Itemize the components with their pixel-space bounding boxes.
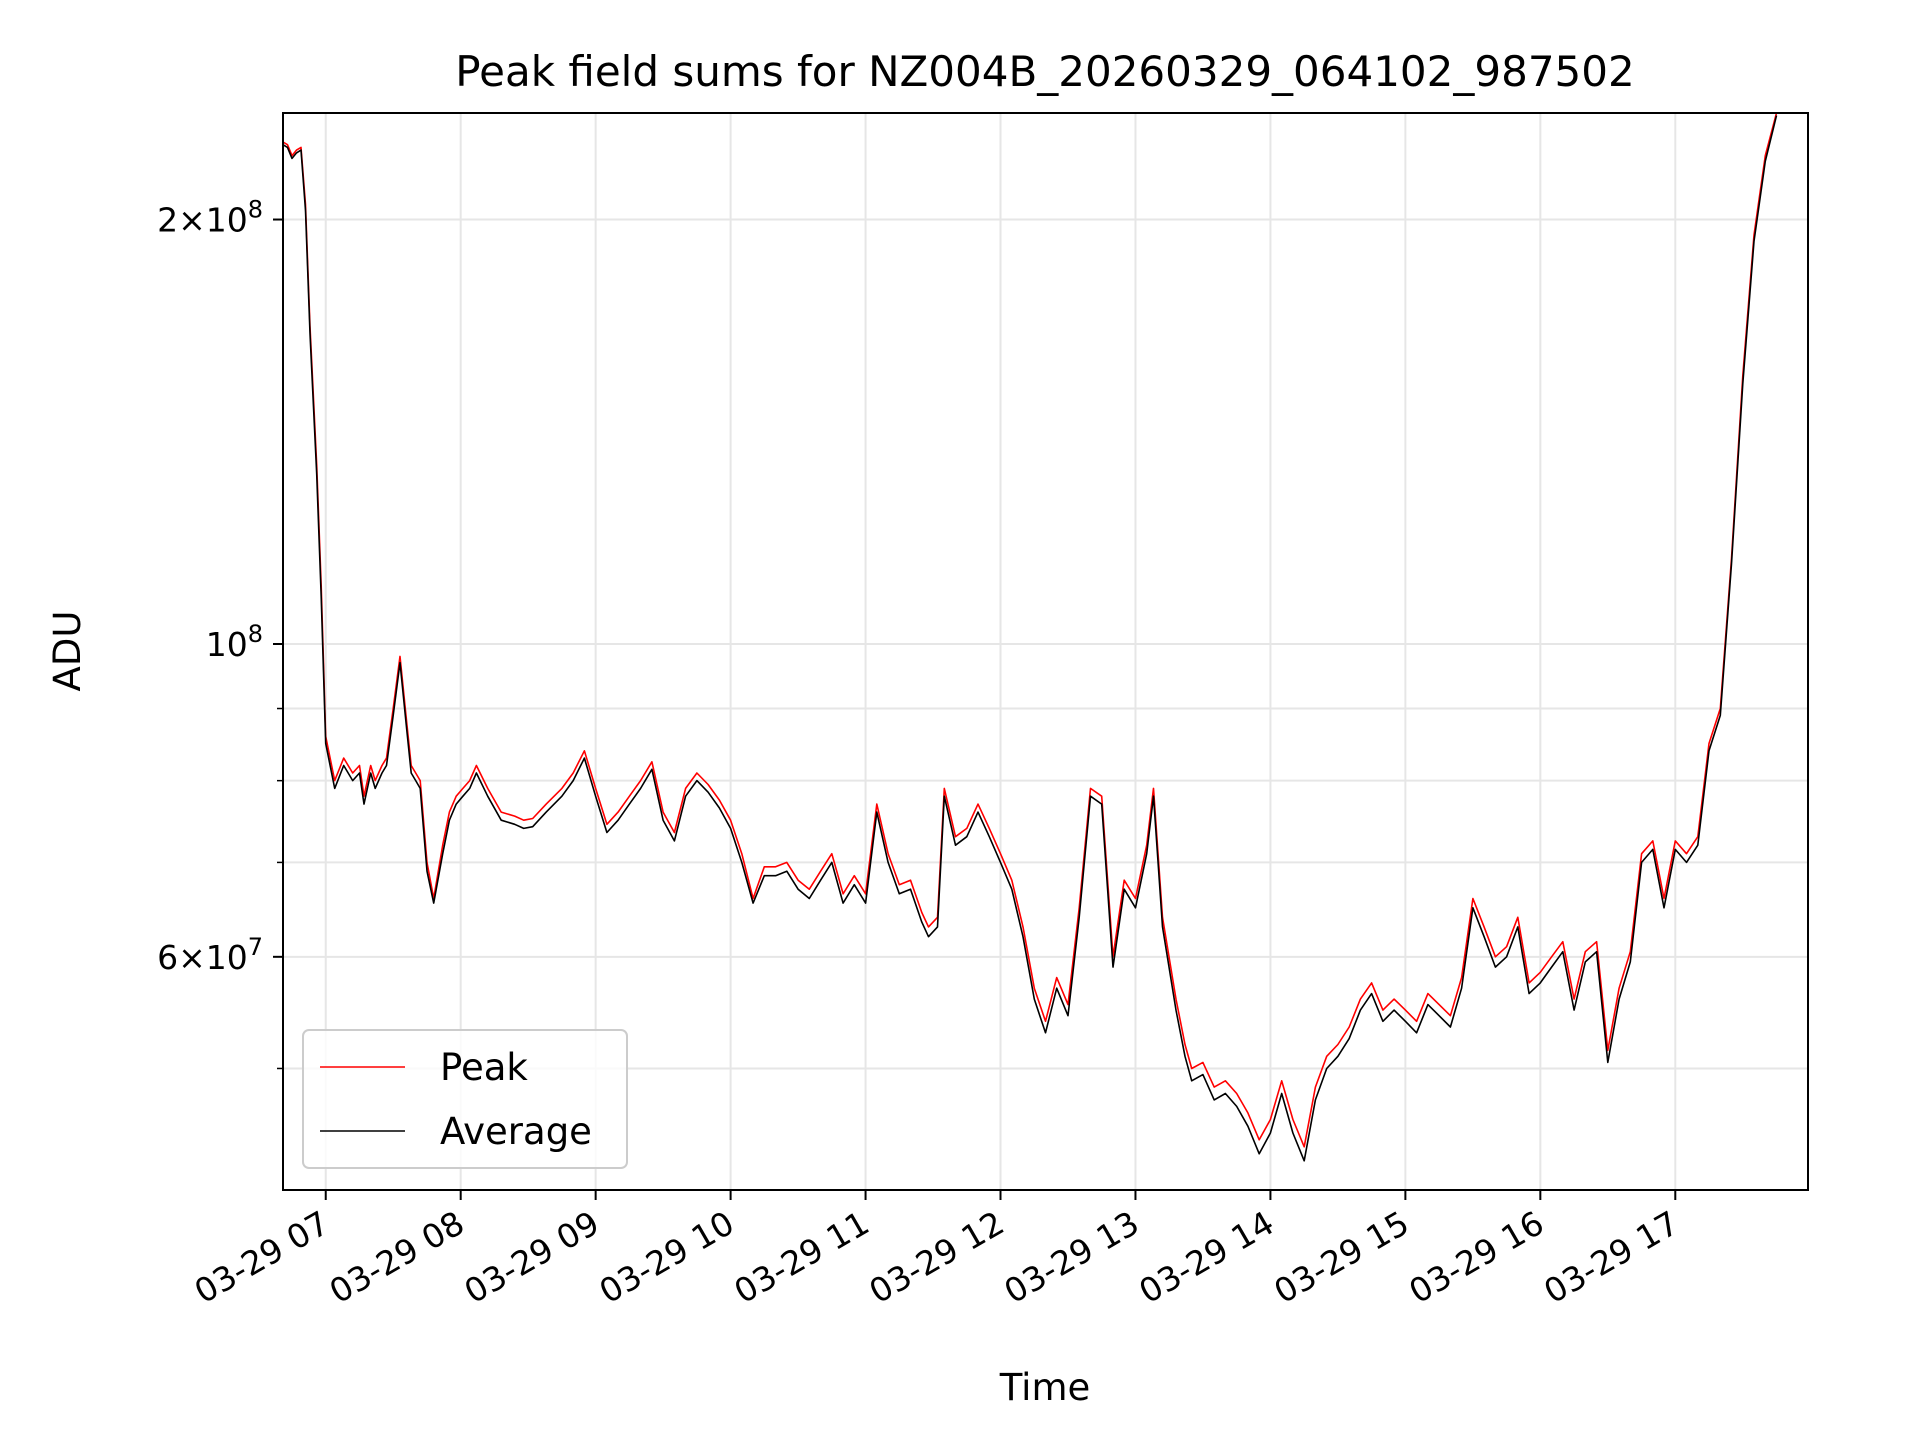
y-tick-label: 2×108 <box>157 196 263 240</box>
ticks <box>273 218 1677 1200</box>
y-tick-label: 6×107 <box>157 933 263 977</box>
chart-title: Peak field sums for NZ004B_20260329_0641… <box>455 47 1634 96</box>
series-layer <box>282 112 1778 1162</box>
y-axis-label: ADU <box>46 611 89 692</box>
legend-label-peak: Peak <box>440 1046 528 1089</box>
series-line-average <box>282 115 1778 1162</box>
grid <box>283 113 1808 1190</box>
legend-box <box>302 1029 628 1169</box>
legend: Peak Average <box>302 1029 628 1169</box>
y-tick-labels: 2×108 108 6×107 <box>157 196 263 977</box>
plot-frame <box>282 112 1809 1191</box>
legend-label-average: Average <box>440 1110 592 1153</box>
x-axis-label: Time <box>999 1366 1091 1409</box>
y-tick-label: 108 <box>206 620 263 664</box>
